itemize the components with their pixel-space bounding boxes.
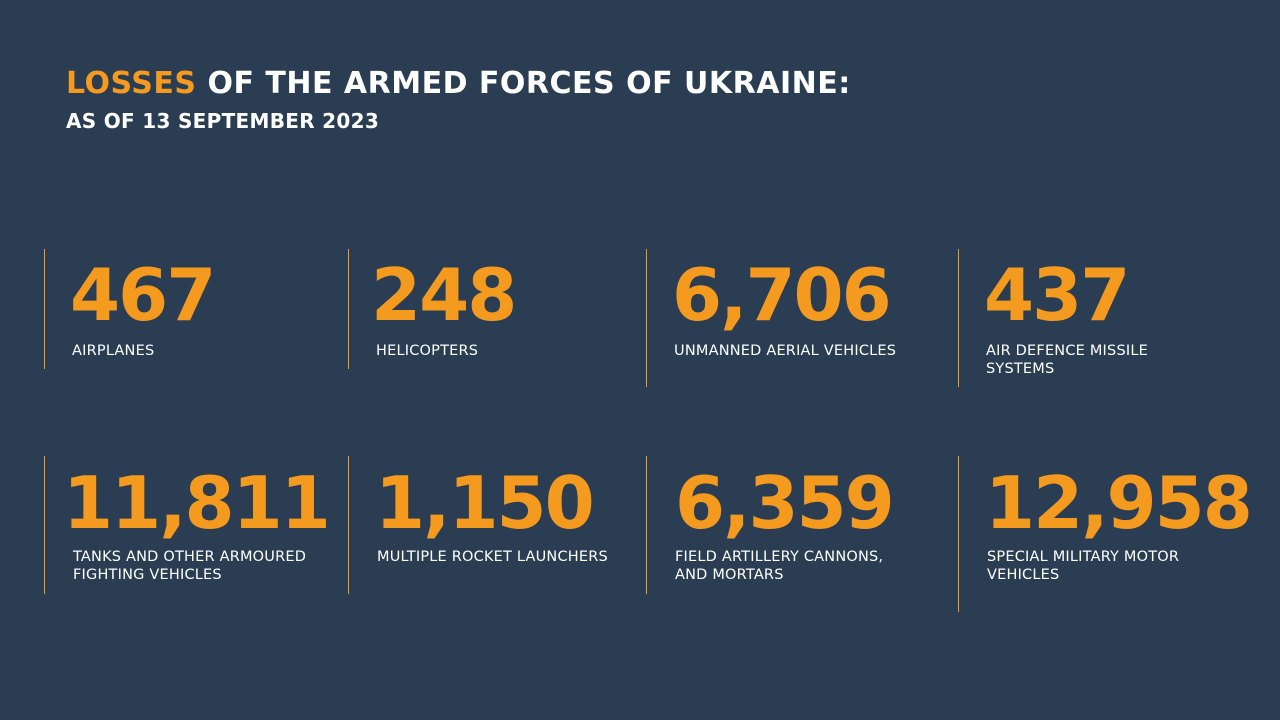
stat-tanks: 11,811 TANKS AND OTHER ARMOURED FIGHTING… xyxy=(44,456,335,594)
stat-air-defence: 437 AIR DEFENCE MISSILE SYSTEMS xyxy=(958,249,1259,387)
stat-helicopters: 248 HELICOPTERS xyxy=(348,249,629,369)
stat-value: 248 xyxy=(371,253,517,337)
stat-airplanes: 467 AIRPLANES xyxy=(44,249,325,369)
stat-label: FIELD ARTILLERY CANNONS, AND MORTARS xyxy=(675,549,884,583)
stat-value: 437 xyxy=(984,253,1130,337)
stat-value: 6,359 xyxy=(675,461,895,545)
stat-value: 11,811 xyxy=(63,461,331,545)
stat-value: 1,150 xyxy=(375,461,595,545)
stat-artillery: 6,359 FIELD ARTILLERY CANNONS, AND MORTA… xyxy=(646,456,937,594)
stat-value: 467 xyxy=(70,253,216,337)
stat-label: AIRPLANES xyxy=(72,343,155,359)
stat-label: MULTIPLE ROCKET LAUNCHERS xyxy=(377,549,608,565)
stat-motor-vehicles: 12,958 SPECIAL MILITARY MOTOR VEHICLES xyxy=(958,456,1269,612)
stat-label: SPECIAL MILITARY MOTOR VEHICLES xyxy=(987,549,1180,583)
stat-label: AIR DEFENCE MISSILE SYSTEMS xyxy=(986,343,1148,377)
stat-label: HELICOPTERS xyxy=(376,343,479,359)
header: LOSSES OF THE ARMED FORCES OF UKRAINE: A… xyxy=(66,64,851,134)
stat-rocket-launchers: 1,150 MULTIPLE ROCKET LAUNCHERS xyxy=(348,456,641,594)
stat-value: 12,958 xyxy=(985,461,1253,545)
stat-label: UNMANNED AERIAL VEHICLES xyxy=(674,343,897,359)
page-subtitle: AS OF 13 SEPTEMBER 2023 xyxy=(66,109,380,133)
stat-uav: 6,706 UNMANNED AERIAL VEHICLES xyxy=(646,249,937,387)
title-accent: LOSSES xyxy=(66,66,197,101)
stat-label: TANKS AND OTHER ARMOURED FIGHTING VEHICL… xyxy=(73,549,307,583)
page-title: LOSSES OF THE ARMED FORCES OF UKRAINE: xyxy=(66,64,851,104)
title-rest: OF THE ARMED FORCES OF UKRAINE: xyxy=(196,66,851,101)
stat-value: 6,706 xyxy=(672,253,892,337)
